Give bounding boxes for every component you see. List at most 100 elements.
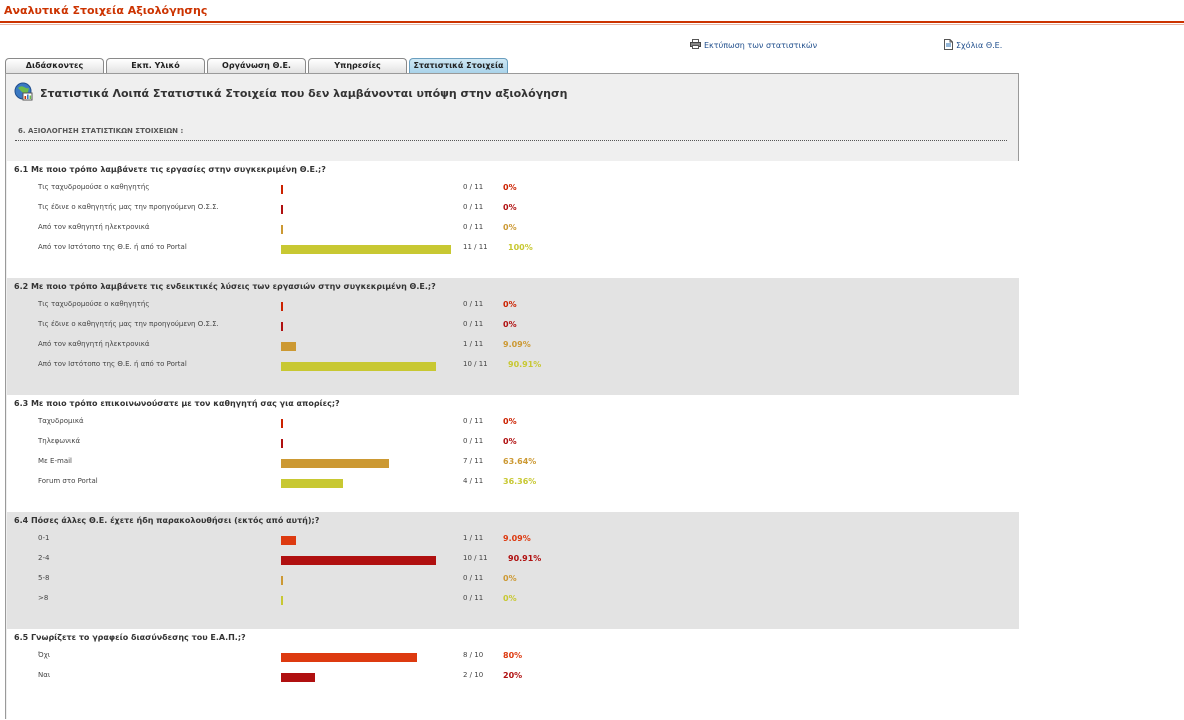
answer-bar <box>281 596 283 605</box>
tab-course-organization[interactable]: Οργάνωση Θ.Ε. <box>207 58 306 73</box>
answer-percent: 90.91% <box>508 554 542 563</box>
answer-count: 0 / 11 <box>463 300 484 308</box>
print-statistics-link[interactable]: Εκτύπωση των στατιστικών <box>690 39 817 51</box>
question-title: 6.1 Με ποιο τρόπο λαμβάνετε τις εργασίες… <box>14 165 326 174</box>
question-block: 6.4 Πόσες άλλες Θ.Ε. έχετε ήδη παρακολου… <box>7 512 1019 629</box>
answer-row: Forum στο Portal 4 / 11 36.36% <box>7 476 1019 490</box>
answer-percent: 0% <box>503 300 517 309</box>
answer-label: Τις έδινε ο καθηγητής μας την προηγούμεν… <box>38 320 219 328</box>
answer-label: Ταχυδρομικά <box>38 417 84 425</box>
answer-count: 0 / 11 <box>463 574 484 582</box>
answer-label: Τηλεφωνικά <box>38 437 81 445</box>
answer-row: Από τον Ιστότοπο της Θ.Ε. ή από το Porta… <box>7 359 1019 373</box>
answer-count: 4 / 11 <box>463 477 484 485</box>
answer-row: Από τον καθηγητή ηλεκτρονικά 0 / 11 0% <box>7 222 1019 236</box>
answer-row: 5-8 0 / 11 0% <box>7 573 1019 587</box>
question-title: 6.5 Γνωρίζετε το γραφείο διασύνδεσης του… <box>14 633 246 642</box>
answer-row: Τηλεφωνικά 0 / 11 0% <box>7 436 1019 450</box>
answer-label: Από τον καθηγητή ηλεκτρονικά <box>38 340 150 348</box>
answer-label: >8 <box>38 594 49 602</box>
answer-row: 2-4 10 / 11 90.91% <box>7 553 1019 567</box>
answer-label: 2-4 <box>38 554 50 562</box>
answer-bar <box>281 459 389 468</box>
tab-statistics[interactable]: Στατιστικά Στοιχεία <box>409 58 508 73</box>
course-comments-link[interactable]: Σχόλια Θ.Ε. <box>944 39 1002 52</box>
answer-row: Ταχυδρομικά 0 / 11 0% <box>7 416 1019 430</box>
statistics-globe-icon <box>14 82 34 104</box>
answer-bar <box>281 302 283 311</box>
answer-bar <box>281 439 283 448</box>
answer-row: Από τον καθηγητή ηλεκτρονικά 1 / 11 9.09% <box>7 339 1019 353</box>
answer-row: Τις έδινε ο καθηγητής μας την προηγούμεν… <box>7 202 1019 216</box>
printer-icon <box>690 39 701 51</box>
answer-percent: 36.36% <box>503 477 537 486</box>
answer-count: 0 / 11 <box>463 594 484 602</box>
question-title: 6.4 Πόσες άλλες Θ.Ε. έχετε ήδη παρακολου… <box>14 516 320 525</box>
answer-bar <box>281 205 283 214</box>
answer-percent: 0% <box>503 437 517 446</box>
question-block: 6.5 Γνωρίζετε το γραφείο διασύνδεσης του… <box>7 629 1019 720</box>
answer-percent: 0% <box>503 320 517 329</box>
answer-bar <box>281 556 436 565</box>
answer-count: 0 / 11 <box>463 223 484 231</box>
answer-count: 0 / 11 <box>463 203 484 211</box>
answer-bar <box>281 576 283 585</box>
course-comments-label[interactable]: Σχόλια Θ.Ε. <box>956 41 1003 50</box>
answer-bar <box>281 673 315 682</box>
statistics-panel: Στατιστικά Λοιπά Στατιστικά Στοιχεία που… <box>5 73 1019 720</box>
answer-percent: 63.64% <box>503 457 537 466</box>
question-block: 6.3 Με ποιο τρόπο επικοινωνούσατε με τον… <box>7 395 1019 512</box>
answer-row: >8 0 / 11 0% <box>7 593 1019 607</box>
section-label: 6. ΑΞΙΟΛΟΓΗΣΗ ΣΤΑΤΙΣΤΙΚΩΝ ΣΤΟΙΧΕΙΩΝ : <box>18 127 184 135</box>
answer-percent: 0% <box>503 183 517 192</box>
answer-percent: 9.09% <box>503 340 531 349</box>
answer-label: Forum στο Portal <box>38 477 98 485</box>
answer-label: Από τον Ιστότοπο της Θ.Ε. ή από το Porta… <box>38 243 187 251</box>
answer-label: Τις ταχυδρομούσε ο καθηγητής <box>38 300 150 308</box>
answer-count: 10 / 11 <box>463 360 488 368</box>
answer-percent: 0% <box>503 417 517 426</box>
question-block: 6.1 Με ποιο τρόπο λαμβάνετε τις εργασίες… <box>7 161 1019 278</box>
answer-count: 10 / 11 <box>463 554 488 562</box>
question-block: 6.2 Με ποιο τρόπο λαμβάνετε τις ενδεικτι… <box>7 278 1019 395</box>
answer-bar <box>281 419 283 428</box>
answer-count: 1 / 11 <box>463 340 484 348</box>
answer-row: Ναι 2 / 10 20% <box>7 670 1019 684</box>
answer-label: 5-8 <box>38 574 50 582</box>
panel-heading-text: Στατιστικά Λοιπά Στατιστικά Στοιχεία που… <box>40 86 568 100</box>
answer-percent: 0% <box>503 594 517 603</box>
print-statistics-label[interactable]: Εκτύπωση των στατιστικών <box>704 40 818 50</box>
tab-services[interactable]: Υπηρεσίες <box>308 58 407 73</box>
answer-row: Από τον Ιστότοπο της Θ.Ε. ή από το Porta… <box>7 242 1019 256</box>
answer-percent: 100% <box>508 243 533 252</box>
answer-bar <box>281 479 343 488</box>
answer-percent: 9.09% <box>503 534 531 543</box>
answer-percent: 0% <box>503 203 517 212</box>
title-divider-shadow <box>0 24 1184 25</box>
answer-count: 0 / 11 <box>463 417 484 425</box>
answer-count: 0 / 11 <box>463 320 484 328</box>
section-divider <box>15 140 1007 141</box>
answer-label: Τις ταχυδρομούσε ο καθηγητής <box>38 183 150 191</box>
tab-educational-material[interactable]: Εκπ. Υλικό <box>106 58 205 73</box>
question-title: 6.3 Με ποιο τρόπο επικοινωνούσατε με τον… <box>14 399 340 408</box>
answer-label: Όχι <box>38 651 51 659</box>
answer-bar <box>281 536 296 545</box>
answer-label: Τις έδινε ο καθηγητής μας την προηγούμεν… <box>38 203 219 211</box>
answer-bar <box>281 342 296 351</box>
answer-row: Όχι 8 / 10 80% <box>7 650 1019 664</box>
answer-percent: 0% <box>503 574 517 583</box>
tab-instructors[interactable]: Διδάσκοντες <box>5 58 104 73</box>
page-title: Αναλυτικά Στοιχεία Αξιολόγησης <box>4 4 208 17</box>
document-icon <box>944 39 953 52</box>
answer-row: Τις έδινε ο καθηγητής μας την προηγούμεν… <box>7 319 1019 333</box>
answer-row: 0-1 1 / 11 9.09% <box>7 533 1019 547</box>
answer-bar <box>281 653 417 662</box>
answer-bar <box>281 322 283 331</box>
answer-row: Τις ταχυδρομούσε ο καθηγητής 0 / 11 0% <box>7 299 1019 313</box>
question-title: 6.2 Με ποιο τρόπο λαμβάνετε τις ενδεικτι… <box>14 282 436 291</box>
answer-percent: 0% <box>503 223 517 232</box>
answer-percent: 20% <box>503 671 523 680</box>
answer-bar <box>281 225 283 234</box>
answer-count: 8 / 10 <box>463 651 484 659</box>
